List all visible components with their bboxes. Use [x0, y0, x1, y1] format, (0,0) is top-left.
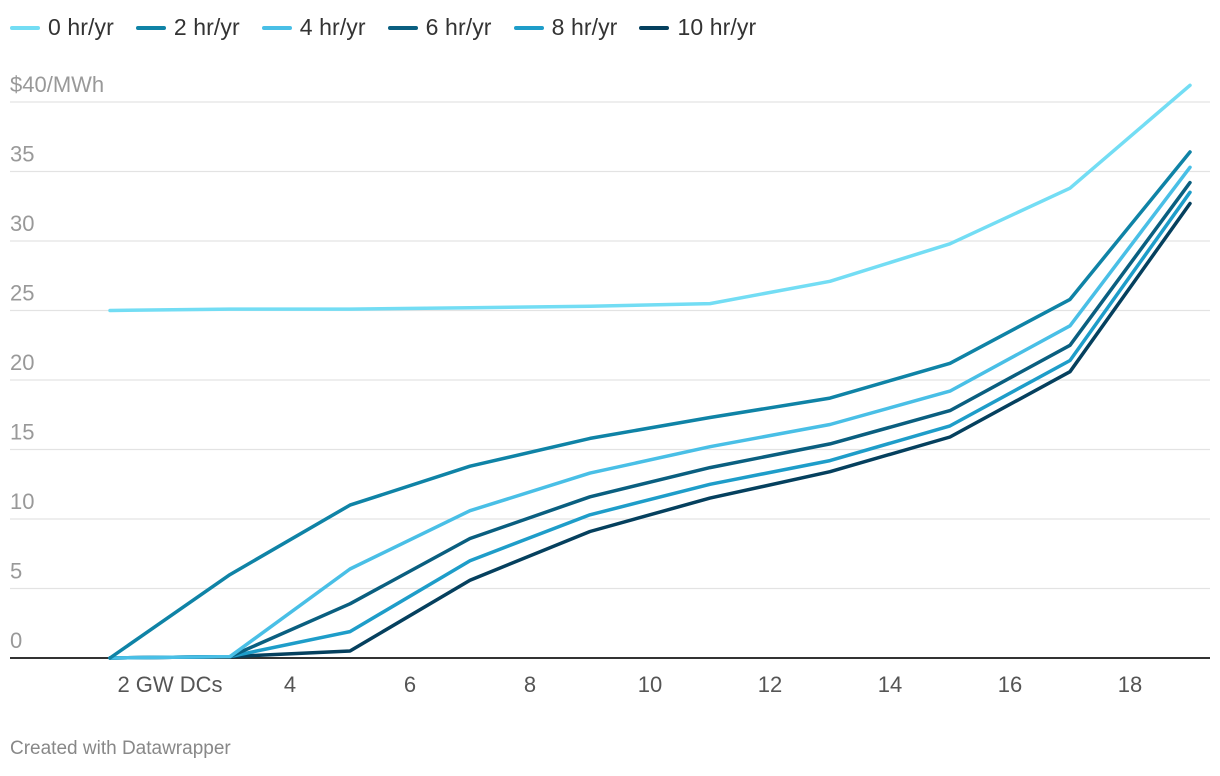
legend-label: 10 hr/yr	[677, 14, 757, 40]
datawrapper-credit: Created with Datawrapper	[10, 738, 231, 759]
legend-swatch	[387, 25, 418, 30]
y-tick-label: 5	[10, 559, 22, 584]
legend-swatch	[513, 25, 544, 30]
y-axis-tick-labels: 0 5 10 15 20 25 30 35 $40/MWh	[10, 72, 104, 653]
series-line	[108, 83, 1192, 313]
x-tick-label: 10	[638, 672, 662, 697]
legend-label: 0 hr/yr	[48, 14, 114, 40]
series-lines	[108, 83, 1192, 660]
legend-swatch	[10, 25, 40, 30]
legend-item: 4 hr/yr	[261, 14, 366, 41]
x-tick-label: 8	[524, 672, 536, 697]
legend-swatch	[639, 25, 670, 30]
y-tick-label: 15	[10, 420, 34, 445]
x-tick-label: 12	[758, 672, 782, 697]
x-tick-label: 6	[404, 672, 416, 697]
legend-item: 0 hr/yr	[10, 14, 114, 41]
x-tick-label: 4	[284, 672, 296, 697]
legend-item: 6 hr/yr	[387, 14, 492, 41]
legend-label: 2 hr/yr	[173, 14, 240, 40]
legend-swatch	[261, 25, 292, 30]
legend-swatch	[135, 25, 166, 30]
legend-item: 2 hr/yr	[135, 14, 240, 41]
y-tick-label: $40/MWh	[10, 72, 104, 97]
chart-legend: 0 hr/yr 2 hr/yr 4 hr/yr 6 hr/yr 8 hr/yr 10 hr…	[10, 14, 756, 41]
legend-item: 10 hr/yr	[639, 14, 756, 41]
series-line	[108, 165, 1192, 660]
x-tick-label: 14	[878, 672, 902, 697]
legend-label: 8 hr/yr	[551, 14, 618, 40]
x-axis-tick-labels: 2 GW DCs 4 6 8 10 12 14 16 18	[117, 672, 1142, 697]
legend-item: 8 hr/yr	[513, 14, 618, 41]
y-tick-label: 35	[10, 142, 34, 167]
series-line	[108, 150, 1192, 660]
series-line	[108, 190, 1192, 660]
x-tick-label: 2 GW DCs	[117, 672, 222, 697]
y-tick-label: 0	[10, 628, 22, 653]
y-tick-label: 30	[10, 211, 34, 236]
legend-label: 6 hr/yr	[425, 14, 492, 40]
legend-label: 4 hr/yr	[299, 14, 366, 40]
x-tick-label: 16	[998, 672, 1022, 697]
x-tick-label: 18	[1118, 672, 1142, 697]
y-tick-label: 25	[10, 281, 34, 306]
grid-lines	[10, 101, 1210, 590]
y-tick-label: 20	[10, 350, 34, 375]
y-tick-label: 10	[10, 489, 34, 514]
series-line	[108, 180, 1192, 660]
series-line	[108, 201, 1192, 660]
